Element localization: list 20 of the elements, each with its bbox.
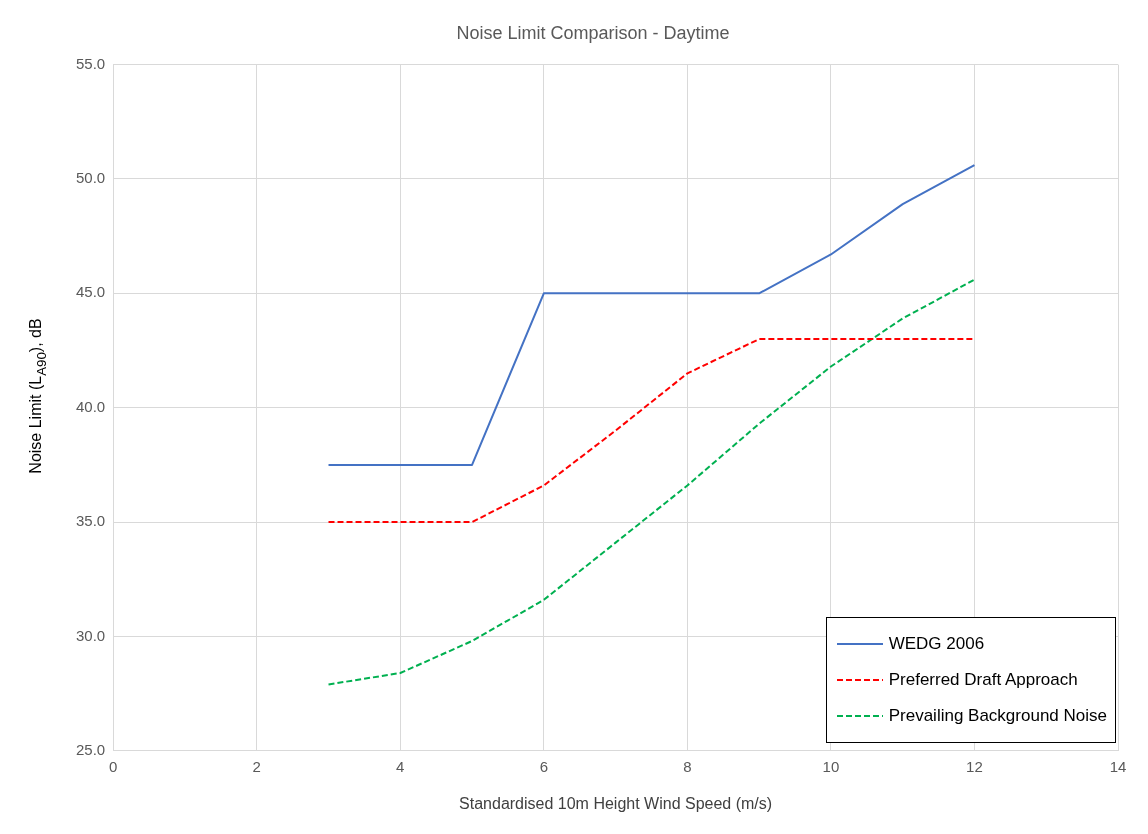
chart-title: Noise Limit Comparison - Daytime: [456, 22, 730, 43]
x-axis-title: Standardised 10m Height Wind Speed (m/s): [459, 794, 773, 812]
x-tick-label: 4: [396, 757, 405, 775]
x-tick-label: 0: [109, 757, 118, 775]
y-tick-label: 30.0: [75, 626, 106, 644]
y-tick-label: 50.0: [75, 169, 106, 187]
legend-label: WEDG 2006: [888, 634, 985, 654]
y-tick-label: 25.0: [75, 740, 106, 758]
legend-label: Preferred Draft Approach: [888, 670, 1078, 690]
x-tick-label: 8: [683, 757, 692, 775]
y-tick-label: 35.0: [75, 512, 106, 530]
y-tick-label: 55.0: [75, 54, 106, 72]
x-tick-label: 14: [1109, 757, 1127, 775]
x-tick-label: 10: [822, 757, 840, 775]
x-tick-label: 6: [539, 757, 548, 775]
y-tick-label: 40.0: [75, 397, 106, 415]
x-tick-label: 12: [966, 757, 983, 775]
x-tick-label: 2: [252, 757, 261, 775]
legend-label: Prevailing Background Noise: [888, 706, 1107, 726]
y-tick-label: 45.0: [75, 283, 106, 301]
